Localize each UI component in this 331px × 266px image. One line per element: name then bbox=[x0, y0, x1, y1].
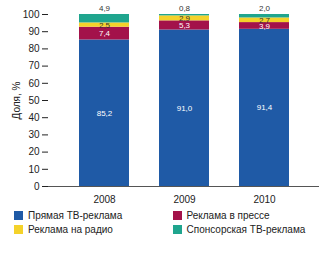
svg-text:50: 50 bbox=[28, 95, 40, 106]
svg-text:2008: 2008 bbox=[93, 194, 116, 205]
html-text:Прямая ТВ-реклама: Прямая ТВ-реклама bbox=[28, 210, 123, 221]
svg-text:85,2: 85,2 bbox=[97, 109, 113, 118]
svg-text:0: 0 bbox=[34, 181, 40, 192]
svg-text:20: 20 bbox=[28, 146, 40, 157]
svg-text:2,0: 2,0 bbox=[259, 4, 271, 13]
svg-text:2009: 2009 bbox=[173, 194, 196, 205]
svg-text:Доля, %: Доля, % bbox=[11, 81, 22, 119]
svg-text:90: 90 bbox=[28, 26, 40, 37]
svg-text:0,8: 0,8 bbox=[179, 4, 191, 13]
html-text:Реклама в прессе: Реклама в прессе bbox=[186, 210, 270, 221]
svg-text:2010: 2010 bbox=[253, 194, 276, 205]
svg-text:2,9: 2,9 bbox=[179, 14, 191, 23]
svg-text:5,3: 5,3 bbox=[178, 21, 191, 30]
svg-text:4,9: 4,9 bbox=[99, 4, 111, 13]
svg-text:70: 70 bbox=[28, 60, 40, 71]
svg-text:7,4: 7,4 bbox=[99, 29, 111, 38]
svg-text:2,7: 2,7 bbox=[259, 16, 271, 25]
svg-text:91,0: 91,0 bbox=[177, 104, 193, 113]
svg-text:80: 80 bbox=[28, 43, 40, 54]
svg-text:2,5: 2,5 bbox=[99, 21, 111, 30]
svg-text:100: 100 bbox=[23, 9, 40, 20]
svg-text:40: 40 bbox=[28, 112, 40, 123]
html-text:Спонсорская ТВ-реклама: Спонсорская ТВ-реклама bbox=[186, 224, 306, 235]
svg-text:60: 60 bbox=[28, 78, 40, 89]
svg-text:3,9: 3,9 bbox=[258, 21, 271, 31]
svg-text:10: 10 bbox=[28, 164, 40, 175]
html-text:Реклама на радио: Реклама на радио bbox=[28, 224, 113, 235]
svg-text:91,4: 91,4 bbox=[257, 103, 273, 112]
svg-text:30: 30 bbox=[28, 129, 40, 140]
